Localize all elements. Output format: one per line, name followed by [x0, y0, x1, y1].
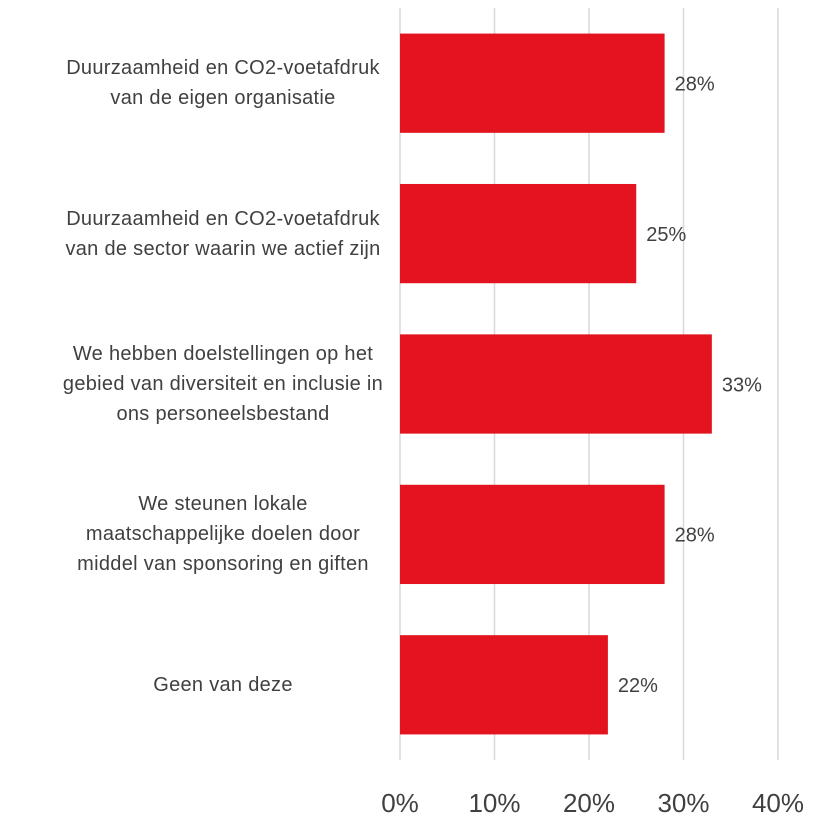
- value-label: 25%: [646, 224, 686, 246]
- bar: [400, 635, 608, 735]
- x-tick-label: 20%: [563, 788, 615, 815]
- x-tick-label: 10%: [468, 788, 520, 815]
- bar: [400, 33, 665, 133]
- value-label: 22%: [618, 675, 658, 697]
- value-label: 33%: [722, 374, 762, 396]
- value-label: 28%: [675, 73, 715, 95]
- bar: [400, 183, 637, 284]
- y-tick-label: Duurzaamheid en CO2-voetafdruk van de ei…: [66, 57, 380, 110]
- value-label: 28%: [675, 525, 715, 547]
- y-tick-label: We steunen lokale maatschappelijke doele…: [77, 493, 369, 576]
- y-tick-label: Geen van deze: [153, 673, 293, 696]
- x-tick-label: 40%: [752, 788, 804, 815]
- x-tick-label: 0%: [381, 788, 419, 815]
- x-tick-label: 30%: [657, 788, 709, 815]
- y-tick-label: We hebben doelstellingen op het gebied v…: [62, 343, 384, 425]
- bar: [400, 334, 712, 434]
- y-tick-label: Duurzaamheid en CO2-voetafdruk van de se…: [65, 207, 381, 260]
- bar: [400, 484, 665, 585]
